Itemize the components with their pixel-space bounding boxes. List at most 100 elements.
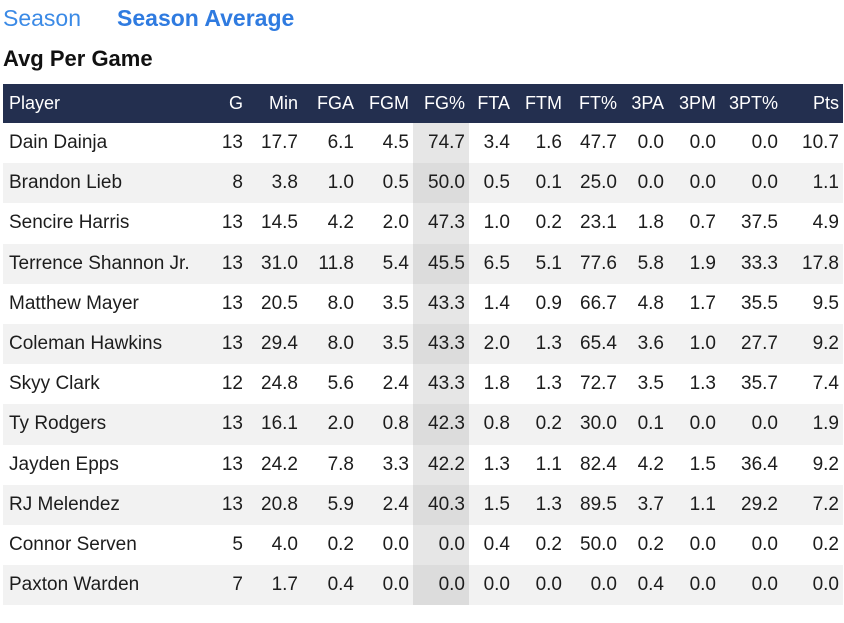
stat-cell: 11.8 — [302, 243, 358, 284]
table-row: Paxton Warden 7 1.7 0.4 0.0 0.0 0.0 0.0 0.0 0.4 0.… — [3, 565, 843, 606]
tab[interactable]: Season — [3, 5, 82, 31]
stat-cell: 3.6 — [621, 323, 668, 365]
column-header[interactable]: 3PA — [621, 84, 668, 123]
stat-cell: 6.5 — [469, 243, 514, 284]
column-header[interactable]: 3PT% — [720, 84, 782, 123]
stat-cell: 65.4 — [566, 323, 621, 365]
stat-cell: 1.5 — [689, 453, 716, 475]
table-row: Coleman Hawkins 13 29.4 8.0 3.5 43.3 2.0 1.3 65.… — [3, 323, 843, 365]
stat-cell: 0.5 — [469, 163, 514, 204]
stat-cell: 0.0 — [782, 565, 843, 606]
stat-cell: 0.0 — [382, 533, 409, 555]
table-body: Dain Dainja 13 17.7 6.1 4.5 74.7 3.4 1.6 47.7 0.0… — [3, 123, 843, 606]
stat-cell: 0.0 — [689, 132, 716, 154]
column-header[interactable]: FT% — [566, 84, 621, 123]
stat-cell: 1.4 — [483, 292, 510, 314]
stat-cell: 1.9 — [782, 404, 843, 445]
column-header[interactable]: Player — [3, 84, 210, 123]
stat-cell: 0.0 — [637, 132, 664, 154]
stat-cell: 13 — [210, 323, 247, 365]
heading: Avg Per Game — [3, 46, 153, 71]
stat-cell: 29.2 — [720, 484, 782, 525]
column-header[interactable]: FGM — [358, 84, 413, 123]
stat-cell: 9.5 — [812, 292, 839, 314]
column-header[interactable]: FTA — [469, 84, 514, 123]
table-row: RJ Melendez 13 20.8 5.9 2.4 40.3 1.5 1.3 89.5 3.7… — [3, 484, 843, 525]
stat-cell: 36.4 — [741, 453, 778, 475]
stat-cell: 0.2 — [535, 533, 562, 555]
stat-cell: 4.5 — [382, 132, 409, 154]
stat-cell: 1.3 — [514, 484, 566, 525]
stat-cell: 0.7 — [689, 212, 716, 234]
stat-cell: 0.4 — [621, 565, 668, 606]
stat-cell: 13 — [221, 212, 243, 234]
stat-cell: 7.2 — [782, 484, 843, 525]
column-header[interactable]: FG% — [413, 84, 469, 123]
stat-cell: 1.1 — [782, 163, 843, 204]
stat-cell: 4.0 — [271, 533, 298, 555]
stat-cell: 50.0 — [413, 163, 469, 204]
stat-cell: 1.3 — [689, 373, 716, 395]
stat-cell: 1.5 — [469, 484, 514, 525]
stat-cell: 16.1 — [247, 404, 302, 445]
stat-cell: 0.0 — [469, 565, 514, 606]
stat-cell: 7.4 — [812, 373, 839, 395]
stat-cell: 13 — [210, 484, 247, 525]
stat-cell: 0.0 — [413, 524, 469, 566]
stat-cell: 42.2 — [413, 444, 469, 485]
player-name: Matthew Mayer — [9, 292, 139, 314]
column-header[interactable]: FGA — [302, 84, 358, 123]
table-row: Skyy Clark 12 24.8 5.6 2.4 43.3 1.8 1.3 72.7 3.5 1… — [3, 364, 843, 405]
column-header[interactable]: FTM — [514, 84, 566, 123]
table-row: Dain Dainja 13 17.7 6.1 4.5 74.7 3.4 1.6 47.7 0.0… — [3, 123, 843, 164]
stat-cell: 42.3 — [413, 404, 469, 445]
stat-cell: 0.0 — [413, 565, 469, 606]
stat-cell: 5.8 — [621, 243, 668, 284]
stat-cell: 1.0 — [668, 323, 720, 365]
stat-cell: 27.7 — [720, 323, 782, 365]
stats-table: Player G Min FGA FGM FG% FTA FTM FT% 3PA 3PM 3PT% Pt… — [3, 84, 843, 606]
stat-cell: 77.6 — [566, 243, 621, 284]
stat-cell: 13 — [221, 453, 243, 475]
stat-cell: 2.4 — [382, 373, 409, 395]
player-name: Terrence Shannon Jr. — [3, 243, 210, 284]
stat-cell: 1.8 — [637, 212, 664, 234]
stat-cell: 0.2 — [514, 404, 566, 445]
stat-cell: 66.7 — [580, 292, 617, 314]
stat-cell: 3.5 — [637, 373, 664, 395]
stat-cell: 0.9 — [535, 292, 562, 314]
stat-cell: 0.0 — [514, 565, 566, 606]
stat-cell: 7 — [210, 565, 247, 606]
stat-cell: 3.3 — [382, 453, 409, 475]
stat-cell: 47.3 — [413, 203, 469, 244]
stat-cell: 7.8 — [327, 453, 354, 475]
player-name: Paxton Warden — [3, 565, 210, 606]
stat-cell: 3.8 — [247, 163, 302, 204]
column-header[interactable]: Min — [247, 84, 302, 123]
table-row: Matthew Mayer 13 20.5 8.0 3.5 43.3 1.4 0.9 66.7 4… — [3, 283, 843, 324]
stat-cell: 3.5 — [382, 292, 409, 314]
stat-cell: 4.2 — [327, 212, 354, 234]
stat-cell: 0.8 — [358, 404, 413, 445]
stat-cell: 1.7 — [247, 565, 302, 606]
stat-cell: 72.7 — [580, 373, 617, 395]
stat-cell: 33.3 — [720, 243, 782, 284]
stat-cell: 0.4 — [483, 533, 510, 555]
column-header[interactable]: G — [210, 84, 247, 123]
column-header[interactable]: 3PM — [668, 84, 720, 123]
stat-cell: 1.3 — [514, 323, 566, 365]
stat-cell: 0.0 — [621, 163, 668, 204]
stat-cell: 13 — [210, 404, 247, 445]
stat-cell: 0.1 — [514, 163, 566, 204]
stat-cell: 2.4 — [358, 484, 413, 525]
stat-cell: 0.8 — [469, 404, 514, 445]
stat-cell: 5 — [232, 533, 243, 555]
stat-cell: 0.2 — [812, 533, 839, 555]
tab-active[interactable]: Season Average — [117, 5, 295, 31]
column-header[interactable]: Pts — [782, 84, 843, 123]
player-name: Skyy Clark — [9, 373, 100, 395]
stat-cell: 0.0 — [668, 565, 720, 606]
player-name: Dain Dainja — [9, 132, 108, 154]
stat-cell: 8.0 — [302, 323, 358, 365]
